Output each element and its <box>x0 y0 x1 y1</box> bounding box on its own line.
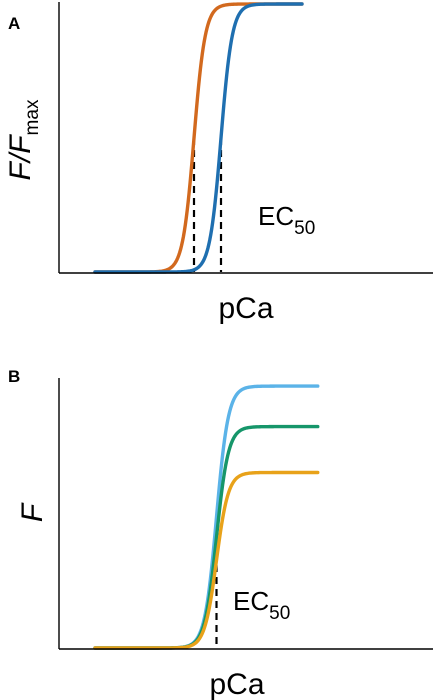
y-axis-label-b: F <box>16 502 49 522</box>
curve-a-1 <box>93 2 304 274</box>
ec50-label-b: EC50 <box>233 586 290 624</box>
panel-letter-b: B <box>8 367 20 386</box>
y-axis-label-a: F/Fmax <box>4 99 43 180</box>
ec50-label-b-sub: 50 <box>269 603 290 624</box>
panel-a-plot <box>93 2 304 274</box>
panel-b: B pCa F EC50 <box>8 367 433 700</box>
y-axis-label-a-main: F/F <box>4 134 37 181</box>
panel-letter-a: A <box>8 14 20 33</box>
y-axis-label-a-sub: max <box>22 99 43 135</box>
curve-a-2 <box>93 2 304 274</box>
panel-b-plot <box>93 384 320 650</box>
x-axis-label-b: pCa <box>209 668 264 700</box>
curve-b-3 <box>93 470 320 650</box>
y-axis-label-b-main: F <box>16 502 49 522</box>
ec50-label-a-main: EC <box>258 201 294 231</box>
ec50-label-a: EC50 <box>258 201 315 239</box>
ec50-label-b-main: EC <box>233 586 269 616</box>
x-axis-label-a: pCa <box>218 292 273 325</box>
panel-a: A pCa F/Fmax EC50 <box>4 2 433 325</box>
ec50-label-a-sub: 50 <box>294 218 315 239</box>
